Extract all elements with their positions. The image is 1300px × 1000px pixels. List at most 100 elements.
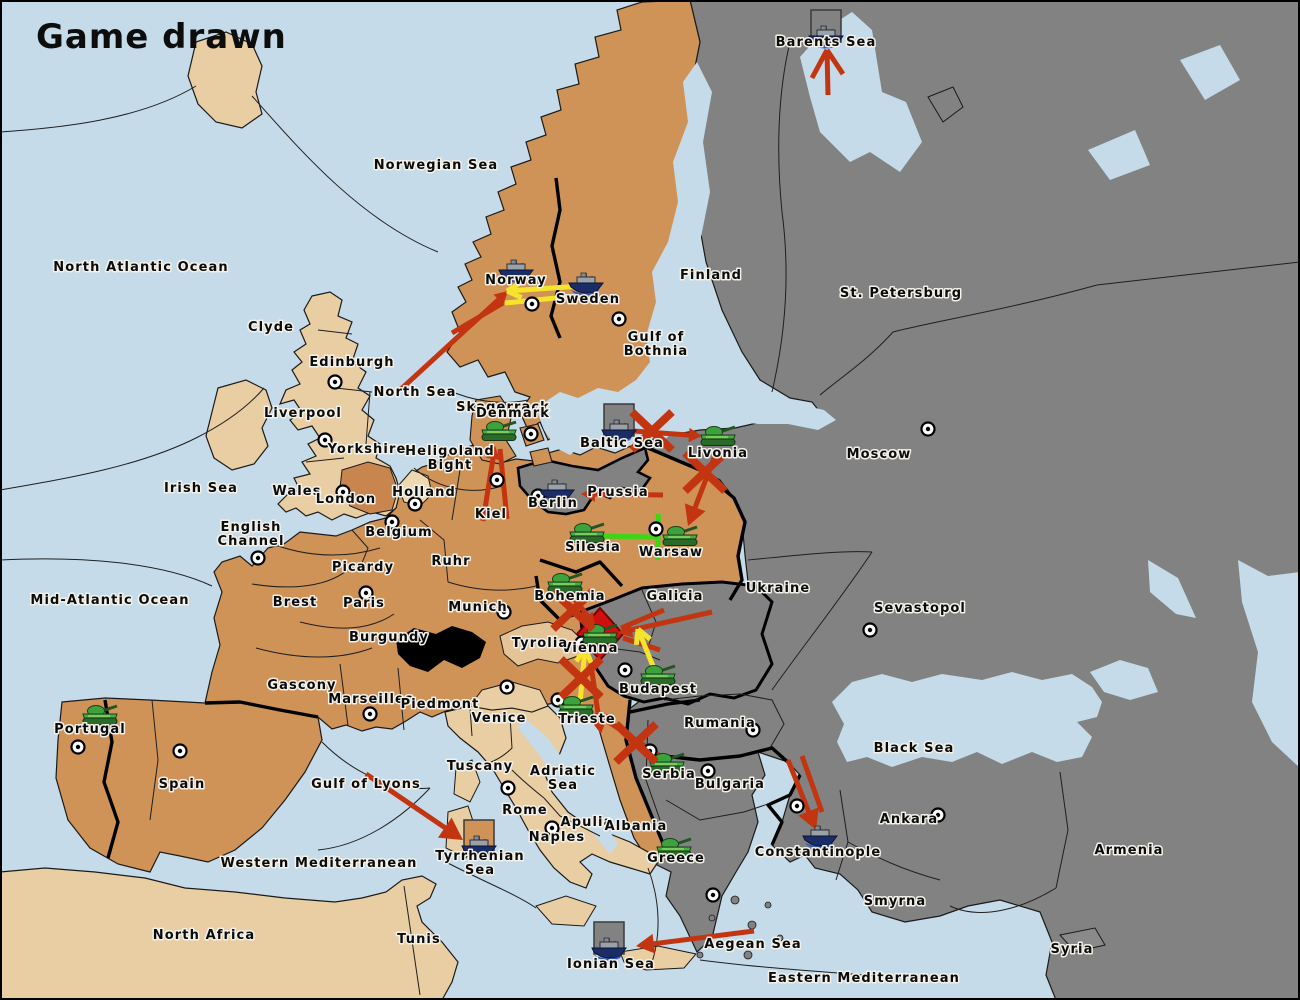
order-arrow-barents-sea-to-st-petersburg (824, 48, 846, 76)
aegean-islands (696, 895, 784, 960)
supply-center-constantinople (789, 798, 805, 814)
sea-label-heligoland-bight: Heligoland Bight (405, 444, 495, 473)
order-arrow-black-sea-to-constantinople (785, 759, 819, 830)
province-label-wales: Wales (272, 484, 321, 499)
province-label-yorkshire: Yorkshire (327, 442, 407, 457)
supply-center-brest (250, 550, 266, 566)
province-label-marseilles: Marseilles (328, 692, 414, 707)
province-label-liverpool: Liverpool (264, 406, 342, 421)
sea-label-irish-sea: Irish Sea (164, 481, 238, 496)
province-label-picardy: Picardy (332, 560, 394, 575)
province-label-kiel: Kiel (475, 507, 507, 522)
failed-order-x-mark (613, 721, 659, 765)
province-label-ukraine: Ukraine (746, 581, 811, 596)
supply-center-sevastopol (862, 622, 878, 638)
province-label-sevastopol: Sevastopol (874, 601, 966, 616)
unit-army-warsaw[interactable] (661, 525, 699, 547)
province-label-ruhr: Ruhr (431, 554, 470, 569)
landmass-north-africa (0, 867, 459, 1000)
province-label-trieste: Trieste (558, 712, 616, 727)
province-label-serbia: Serbia (642, 767, 696, 782)
failed-order-x-mark (558, 656, 604, 700)
sea-label-ionian-sea: Ionian Sea (567, 957, 655, 972)
supply-center-rumania (745, 722, 761, 738)
province-label-vienna: Vienna (562, 641, 619, 656)
province-label-brest: Brest (273, 595, 318, 610)
province-label-constantinople: Constantinople (755, 845, 882, 860)
province-label-silesia: Silesia (565, 540, 621, 555)
failed-order-x-mark (629, 409, 675, 453)
province-label-bohemia: Bohemia (534, 589, 605, 604)
supply-center-belgium (384, 514, 400, 530)
province-label-naples: Naples (529, 830, 586, 845)
province-label-tuscany: Tuscany (447, 759, 513, 774)
province-borders (0, 41, 1300, 996)
supply-center-marseilles (362, 706, 378, 722)
province-label-smyrna: Smyrna (864, 894, 926, 909)
sea-label-tyrrhenian-sea: Tyrrhenian Sea (435, 849, 524, 878)
order-arrow-barents-sea-to-st-petersburg (809, 48, 830, 80)
island-crete (619, 945, 697, 971)
province-label-paris: Paris (343, 596, 385, 611)
region-venetia (469, 681, 549, 713)
unit-army-livonia[interactable] (699, 425, 737, 447)
sea-label-aegean-sea: Aegean Sea (704, 937, 802, 952)
province-label-sweden: Sweden (556, 292, 620, 307)
province-label-portugal: Portugal (54, 722, 126, 737)
province-label-syria: Syria (1051, 942, 1094, 957)
unit-army-denmark[interactable] (480, 420, 518, 442)
province-label-st-petersburg: St. Petersburg (840, 286, 962, 301)
province-label-armenia: Armenia (1094, 843, 1163, 858)
province-label-apulia: Apulia (561, 815, 614, 830)
supply-center-holland (407, 496, 423, 512)
region-holland (397, 469, 433, 507)
supply-center-norway (524, 296, 540, 312)
island-cyprus (1059, 927, 1106, 953)
sea-label-gulf-of-bothnia: Gulf of Bothnia (624, 330, 689, 359)
order-arrow-gulf-of-lyons-to-tyrrhenian-sea (364, 771, 463, 840)
supply-center-rome (500, 780, 516, 796)
sea-label-adriatic-sea: Adriatic Sea (530, 764, 596, 793)
supply-center-kiel (489, 472, 505, 488)
province-label-venice: Venice (471, 711, 526, 726)
landmass-iceland (187, 31, 263, 129)
supply-center-greece (705, 887, 721, 903)
island-white-sea (927, 86, 964, 123)
order-arrow-aegean-sea-to-ionian-sea (636, 928, 755, 954)
supply-center-spain (172, 743, 188, 759)
province-label-piedmont: Piedmont (401, 697, 480, 712)
province-label-livonia: Livonia (688, 446, 748, 461)
game-status-title: Game drawn (36, 17, 287, 57)
sea-label-black-sea: Black Sea (874, 741, 955, 756)
sea-label-barents-sea: Barents Sea (776, 35, 877, 50)
sea-label-eastern-mediterranean: Eastern Mediterranean (768, 971, 960, 986)
supply-center-paris (358, 585, 374, 601)
order-arrow-north-sea-to-norway (450, 300, 505, 336)
province-label-rome: Rome (502, 803, 548, 818)
province-label-warsaw: Warsaw (639, 545, 703, 560)
sea-label-baltic-sea: Baltic Sea (580, 436, 664, 451)
province-label-galicia: Galicia (647, 589, 704, 604)
sea-label-mid-atlantic-ocean: Mid-Atlantic Ocean (30, 593, 189, 608)
supply-center-munich (496, 604, 512, 620)
order-arrow-budapest-to-vienna (633, 627, 658, 672)
province-label-gascony: Gascony (267, 678, 336, 693)
province-label-london: London (316, 492, 377, 507)
failed-order-x-mark (550, 588, 596, 632)
supply-center-venice (499, 679, 515, 695)
province-label-albania: Albania (605, 819, 668, 834)
supply-center-sweden (611, 311, 627, 327)
supply-center-ankara (930, 807, 946, 823)
supply-center-denmark (523, 426, 539, 442)
province-label-belgium: Belgium (365, 525, 432, 540)
province-label-berlin: Berlin (528, 496, 578, 511)
order-arrow-prussia-to-berlin (581, 486, 664, 502)
province-label-norway: Norway (485, 273, 547, 288)
province-label-burgundy: Burgundy (349, 630, 429, 645)
sea-label-north-sea: North Sea (373, 385, 456, 400)
supply-center-moscow (920, 421, 936, 437)
province-label-denmark: Denmark (476, 406, 550, 421)
